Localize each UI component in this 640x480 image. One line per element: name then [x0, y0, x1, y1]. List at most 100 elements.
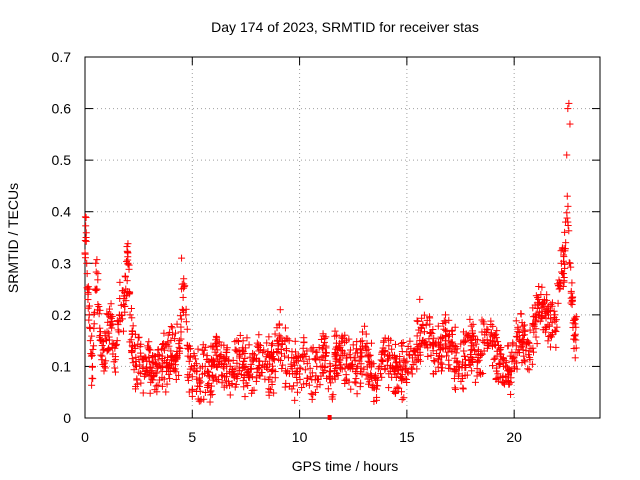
data-point — [451, 345, 459, 353]
data-point — [288, 385, 296, 393]
data-point — [159, 340, 167, 348]
data-point — [161, 357, 169, 365]
data-point — [171, 335, 179, 343]
data-point — [437, 359, 445, 367]
data-point — [527, 345, 535, 353]
data-point — [548, 299, 556, 307]
data-point — [140, 372, 148, 380]
data-point — [512, 342, 520, 350]
data-point — [278, 338, 286, 346]
data-point — [326, 368, 334, 376]
x-tick-label: 5 — [188, 429, 196, 445]
data-point — [377, 370, 385, 378]
data-point — [202, 343, 210, 351]
data-point — [204, 381, 212, 389]
data-point — [338, 365, 346, 373]
data-point — [427, 351, 435, 359]
data-point — [452, 349, 460, 357]
data-point — [108, 324, 116, 332]
data-point — [435, 338, 443, 346]
data-point — [478, 350, 486, 358]
data-point — [416, 295, 424, 303]
data-point — [395, 384, 403, 392]
data-point — [104, 346, 112, 354]
data-point — [282, 367, 290, 375]
data-point — [392, 359, 400, 367]
data-point — [375, 363, 383, 371]
data-point — [362, 330, 370, 338]
data-point — [81, 250, 89, 258]
data-point — [398, 370, 406, 378]
data-point — [95, 303, 103, 311]
data-point — [431, 358, 439, 366]
data-point — [128, 314, 136, 322]
data-point — [165, 370, 173, 378]
data-point — [442, 352, 450, 360]
data-point — [178, 305, 186, 313]
data-point — [455, 370, 463, 378]
data-point — [218, 379, 226, 387]
data-point — [554, 299, 562, 307]
data-point — [122, 297, 130, 305]
data-point — [352, 345, 360, 353]
data-point — [539, 326, 547, 334]
data-point — [397, 365, 405, 373]
data-point — [352, 379, 360, 387]
data-point — [519, 331, 527, 339]
data-point — [247, 360, 255, 368]
data-point — [166, 329, 174, 337]
data-point — [321, 334, 329, 342]
data-point — [263, 339, 271, 347]
data-point — [166, 375, 174, 383]
data-point — [457, 377, 465, 385]
data-point — [370, 384, 378, 392]
data-point — [521, 358, 529, 366]
data-point — [463, 371, 471, 379]
data-point — [556, 284, 564, 292]
y-axis-label: SRMTID / TECUs — [5, 183, 21, 293]
data-point — [385, 342, 393, 350]
data-point — [166, 360, 174, 368]
data-point — [88, 350, 96, 358]
data-point — [300, 338, 308, 346]
data-point — [351, 378, 359, 386]
data-point — [91, 285, 99, 293]
data-point — [336, 342, 344, 350]
data-point — [268, 341, 276, 349]
data-point — [288, 354, 296, 362]
data-point — [534, 294, 542, 302]
data-point — [85, 316, 93, 324]
data-point — [469, 320, 477, 328]
data-point — [488, 333, 496, 341]
data-point — [502, 359, 510, 367]
data-point — [195, 383, 203, 391]
data-point — [361, 322, 369, 330]
data-point — [206, 398, 214, 406]
data-point — [349, 365, 357, 373]
data-point — [172, 375, 180, 383]
data-point — [212, 332, 220, 340]
data-point — [218, 371, 226, 379]
data-point — [416, 329, 424, 337]
data-point — [240, 373, 248, 381]
data-point — [520, 356, 528, 364]
data-point — [83, 259, 91, 267]
data-point — [196, 364, 204, 372]
data-point — [321, 356, 329, 364]
data-point — [281, 383, 289, 391]
data-point — [226, 391, 234, 399]
data-point — [133, 380, 141, 388]
data-point — [398, 396, 406, 404]
data-point — [162, 388, 170, 396]
data-point — [176, 344, 184, 352]
data-point — [195, 397, 203, 405]
data-point — [430, 334, 438, 342]
data-point — [345, 335, 353, 343]
data-point — [439, 334, 447, 342]
data-point — [104, 318, 112, 326]
data-point — [430, 357, 438, 365]
data-point — [572, 323, 580, 331]
data-point — [455, 364, 463, 372]
data-point — [277, 350, 285, 358]
